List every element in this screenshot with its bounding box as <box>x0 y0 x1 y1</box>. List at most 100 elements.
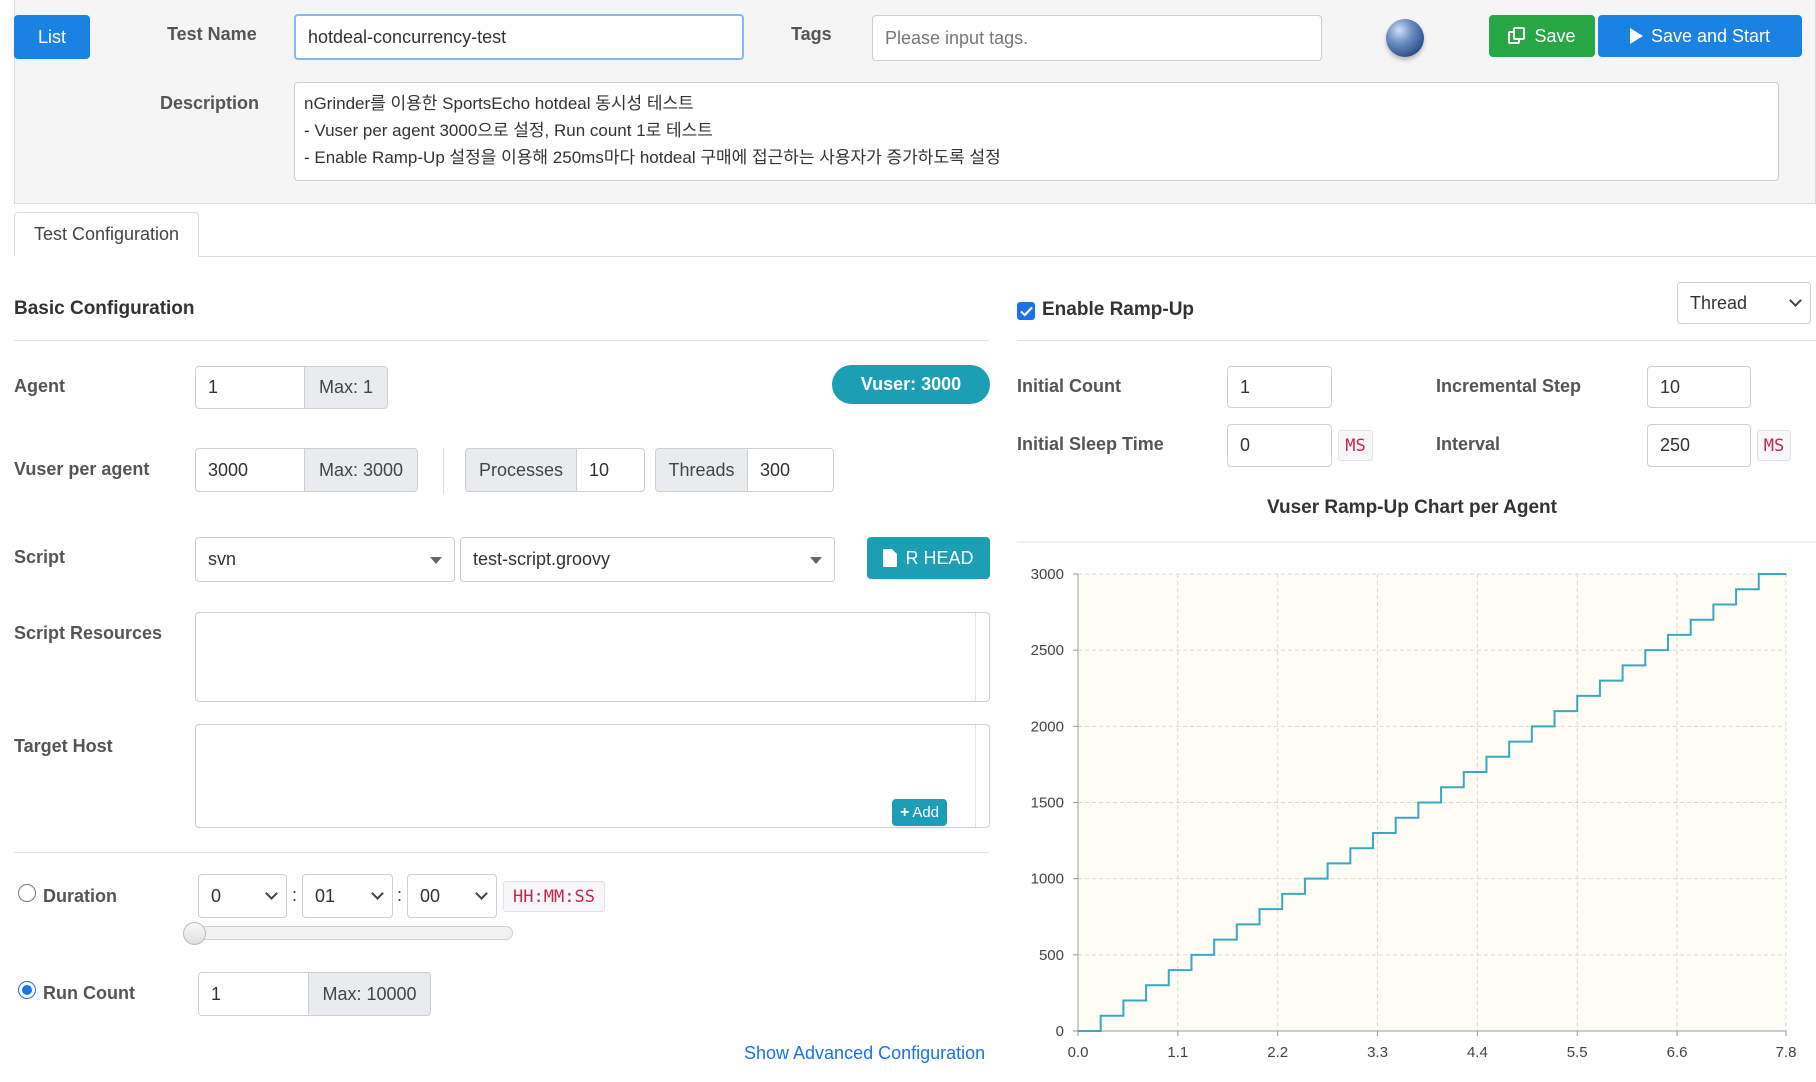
duration-hours-value: 0 <box>211 885 222 906</box>
run-count-label: Run Count <box>43 983 135 1003</box>
chart-data-point <box>1099 1014 1102 1017</box>
initial-count-label: Initial Count <box>1017 376 1121 396</box>
save-and-start-button[interactable]: Save and Start <box>1598 15 1802 57</box>
list-button-label: List <box>37 26 66 47</box>
target-host-label: Target Host <box>14 736 113 756</box>
vuser-total-badge: Vuser: 3000 <box>832 365 990 404</box>
chart-x-tick-label: 0.0 <box>1068 1044 1089 1061</box>
caret-down-icon <box>810 556 822 564</box>
chart-data-point <box>1667 634 1669 636</box>
chevron-down-icon <box>1789 294 1802 307</box>
script-repo-value: svn <box>208 549 237 569</box>
description-line: - Enable Ramp-Up 설정을 이용해 250ms마다 hotdeal… <box>304 148 1001 167</box>
tab-test-configuration[interactable]: Test Configuration <box>14 212 199 257</box>
chevron-down-icon <box>265 887 278 900</box>
chart-x-tick-label: 3.3 <box>1367 1044 1388 1061</box>
plus-icon: + <box>899 803 910 821</box>
script-repo-select[interactable]: svn <box>195 537 455 582</box>
vertical-divider <box>443 448 444 494</box>
chart-data-point <box>1485 756 1488 758</box>
description-line: nGrinder를 이용한 SportsEcho hotdeal 동시성 테스트 <box>304 94 694 113</box>
save-button[interactable]: Save <box>1489 15 1595 57</box>
test-name-input[interactable] <box>294 14 744 60</box>
script-resources-textarea[interactable] <box>195 612 990 702</box>
status-orb-icon <box>1386 19 1424 57</box>
duration-hours-select[interactable]: 0 <box>198 874 287 918</box>
agent-label: Agent <box>14 376 65 396</box>
target-host-textarea[interactable] <box>195 724 990 828</box>
chart-data-point <box>1304 877 1306 880</box>
initial-count-input[interactable] <box>1227 366 1332 408</box>
threads-addon: Threads <box>655 448 748 492</box>
run-count-radio[interactable] <box>18 981 36 999</box>
chart-data-point <box>1258 908 1261 910</box>
chart-data-point <box>1785 573 1787 575</box>
chart-data-point <box>1508 740 1510 743</box>
chart-data-point <box>1077 1030 1079 1032</box>
initial-sleep-time-label: Initial Sleep Time <box>1017 434 1164 454</box>
rampup-type-select[interactable]: Thread <box>1677 282 1811 324</box>
tab-bar-divider <box>14 256 1816 257</box>
add-target-host-button[interactable]: + Add <box>892 799 947 826</box>
tags-input[interactable] <box>872 15 1322 61</box>
time-separator: : <box>397 885 403 905</box>
scrollbar[interactable] <box>975 613 989 701</box>
show-advanced-configuration-link[interactable]: Show Advanced Configuration <box>744 1043 986 1063</box>
chart-x-tick-label: 6.6 <box>1667 1044 1688 1061</box>
file-icon <box>883 549 898 567</box>
run-count-input[interactable] <box>198 972 309 1016</box>
chevron-down-icon <box>475 887 488 900</box>
chart-data-point <box>1145 984 1147 987</box>
chart-y-tick-label: 1500 <box>1031 795 1064 812</box>
processes-input[interactable] <box>576 448 645 492</box>
save-button-label: Save <box>1534 25 1576 46</box>
chart-x-tick-label: 4.4 <box>1467 1044 1488 1061</box>
script-revision-button[interactable]: R HEAD <box>867 537 990 579</box>
list-button[interactable]: List <box>14 15 90 59</box>
chart-data-point <box>1213 938 1215 941</box>
chart-data-point <box>1190 954 1193 956</box>
description-line: - Vuser per agent 3000으로 설정, Run count 1… <box>304 121 713 140</box>
agent-max-addon: Max: 1 <box>304 366 388 409</box>
chart-title: Vuser Ramp-Up Chart per Agent <box>1267 497 1558 518</box>
chart-data-point <box>1689 618 1692 621</box>
duration-seconds-select[interactable]: 00 <box>407 874 497 918</box>
incremental-step-input[interactable] <box>1647 366 1751 408</box>
chart-y-tick-label: 0 <box>1056 1023 1064 1040</box>
chart-y-tick-label: 2000 <box>1031 718 1064 735</box>
chart-data-point <box>1712 603 1715 606</box>
script-file-select[interactable]: test-script.groovy <box>460 537 835 582</box>
chart-y-tick-label: 500 <box>1039 947 1064 964</box>
duration-radio[interactable] <box>18 884 36 902</box>
initial-sleep-time-input[interactable] <box>1227 424 1332 467</box>
chart-y-tick-label: 1000 <box>1031 871 1064 888</box>
description-textarea[interactable]: nGrinder를 이용한 SportsEcho hotdeal 동시성 테스트… <box>294 82 1779 181</box>
script-file-value: test-script.groovy <box>473 549 611 569</box>
chart-data-point <box>1394 816 1397 819</box>
chart-data-point <box>1576 695 1579 697</box>
agent-count-input[interactable] <box>195 366 305 409</box>
vuser-rampup-chart: Vuser Ramp-Up Chart per Agent 0 500 1000 150… <box>1017 497 1816 1061</box>
section-divider <box>1017 340 1816 341</box>
initial-sleep-unit: MS <box>1338 430 1373 461</box>
vuser-per-agent-input[interactable] <box>195 448 305 492</box>
interval-input[interactable] <box>1647 424 1751 467</box>
chart-data-point <box>1621 664 1624 667</box>
chart-data-point <box>1599 679 1601 682</box>
interval-label: Interval <box>1436 434 1501 454</box>
duration-minutes-select[interactable]: 01 <box>302 874 393 918</box>
chart-series-line <box>1078 573 1786 1032</box>
copy-icon <box>1508 27 1526 45</box>
enable-rampup-checkbox[interactable] <box>1017 302 1035 320</box>
duration-slider-track[interactable] <box>184 926 513 940</box>
threads-input[interactable] <box>747 448 834 492</box>
rampup-type-value: Thread <box>1690 292 1748 313</box>
script-resources-label: Script Resources <box>14 623 163 643</box>
scrollbar[interactable] <box>975 725 989 827</box>
chart-data-point <box>1462 771 1465 773</box>
chart-x-tick-label: 5.5 <box>1567 1044 1588 1061</box>
duration-slider-handle[interactable] <box>183 922 206 945</box>
chart-x-tick-label: 2.2 <box>1267 1044 1288 1061</box>
chart-data-point <box>1167 969 1170 971</box>
vuser-max-addon: Max: 3000 <box>304 448 418 492</box>
